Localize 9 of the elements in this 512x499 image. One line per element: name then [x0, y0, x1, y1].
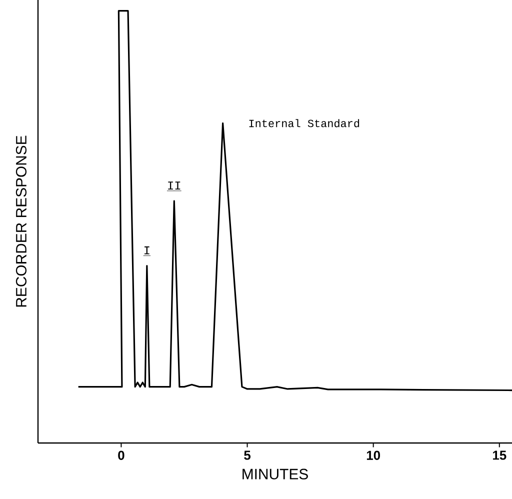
- annotation: Internal Standard: [249, 119, 360, 128]
- x-tick-label: 5: [244, 450, 251, 460]
- annotation: II: [168, 182, 180, 190]
- y-axis-title: RECORDER RESPONSE: [16, 136, 27, 307]
- x-tick-label: 15: [493, 450, 506, 460]
- x-tick-label: 10: [366, 450, 380, 460]
- annotation: I: [144, 246, 150, 254]
- x-tick-label: 0: [118, 450, 124, 460]
- x-axis-title: MINUTES: [242, 468, 308, 480]
